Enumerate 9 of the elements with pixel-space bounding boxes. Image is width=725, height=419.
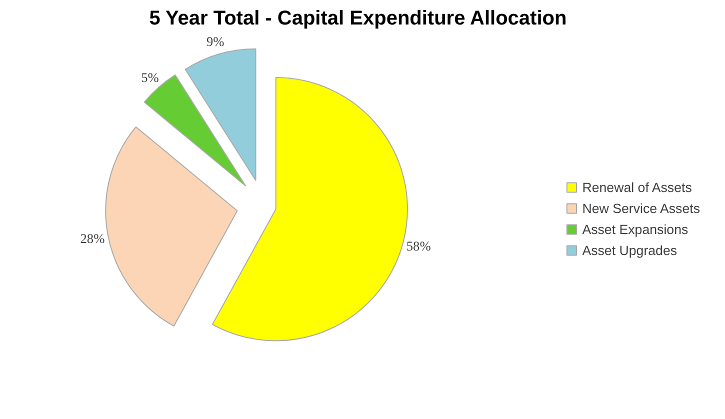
legend-label: Asset Expansions bbox=[582, 222, 688, 236]
data-label: 58% bbox=[406, 238, 431, 254]
data-label: 5% bbox=[141, 70, 159, 85]
legend-label: Renewal of Assets bbox=[582, 180, 692, 194]
data-label: 9% bbox=[206, 34, 224, 49]
chart-title: 5 Year Total - Capital Expenditure Allocation bbox=[149, 8, 567, 30]
legend-label: New Service Assets bbox=[582, 200, 700, 216]
legend-label: Asset Upgrades bbox=[582, 242, 678, 258]
data-label: 28% bbox=[80, 230, 105, 246]
